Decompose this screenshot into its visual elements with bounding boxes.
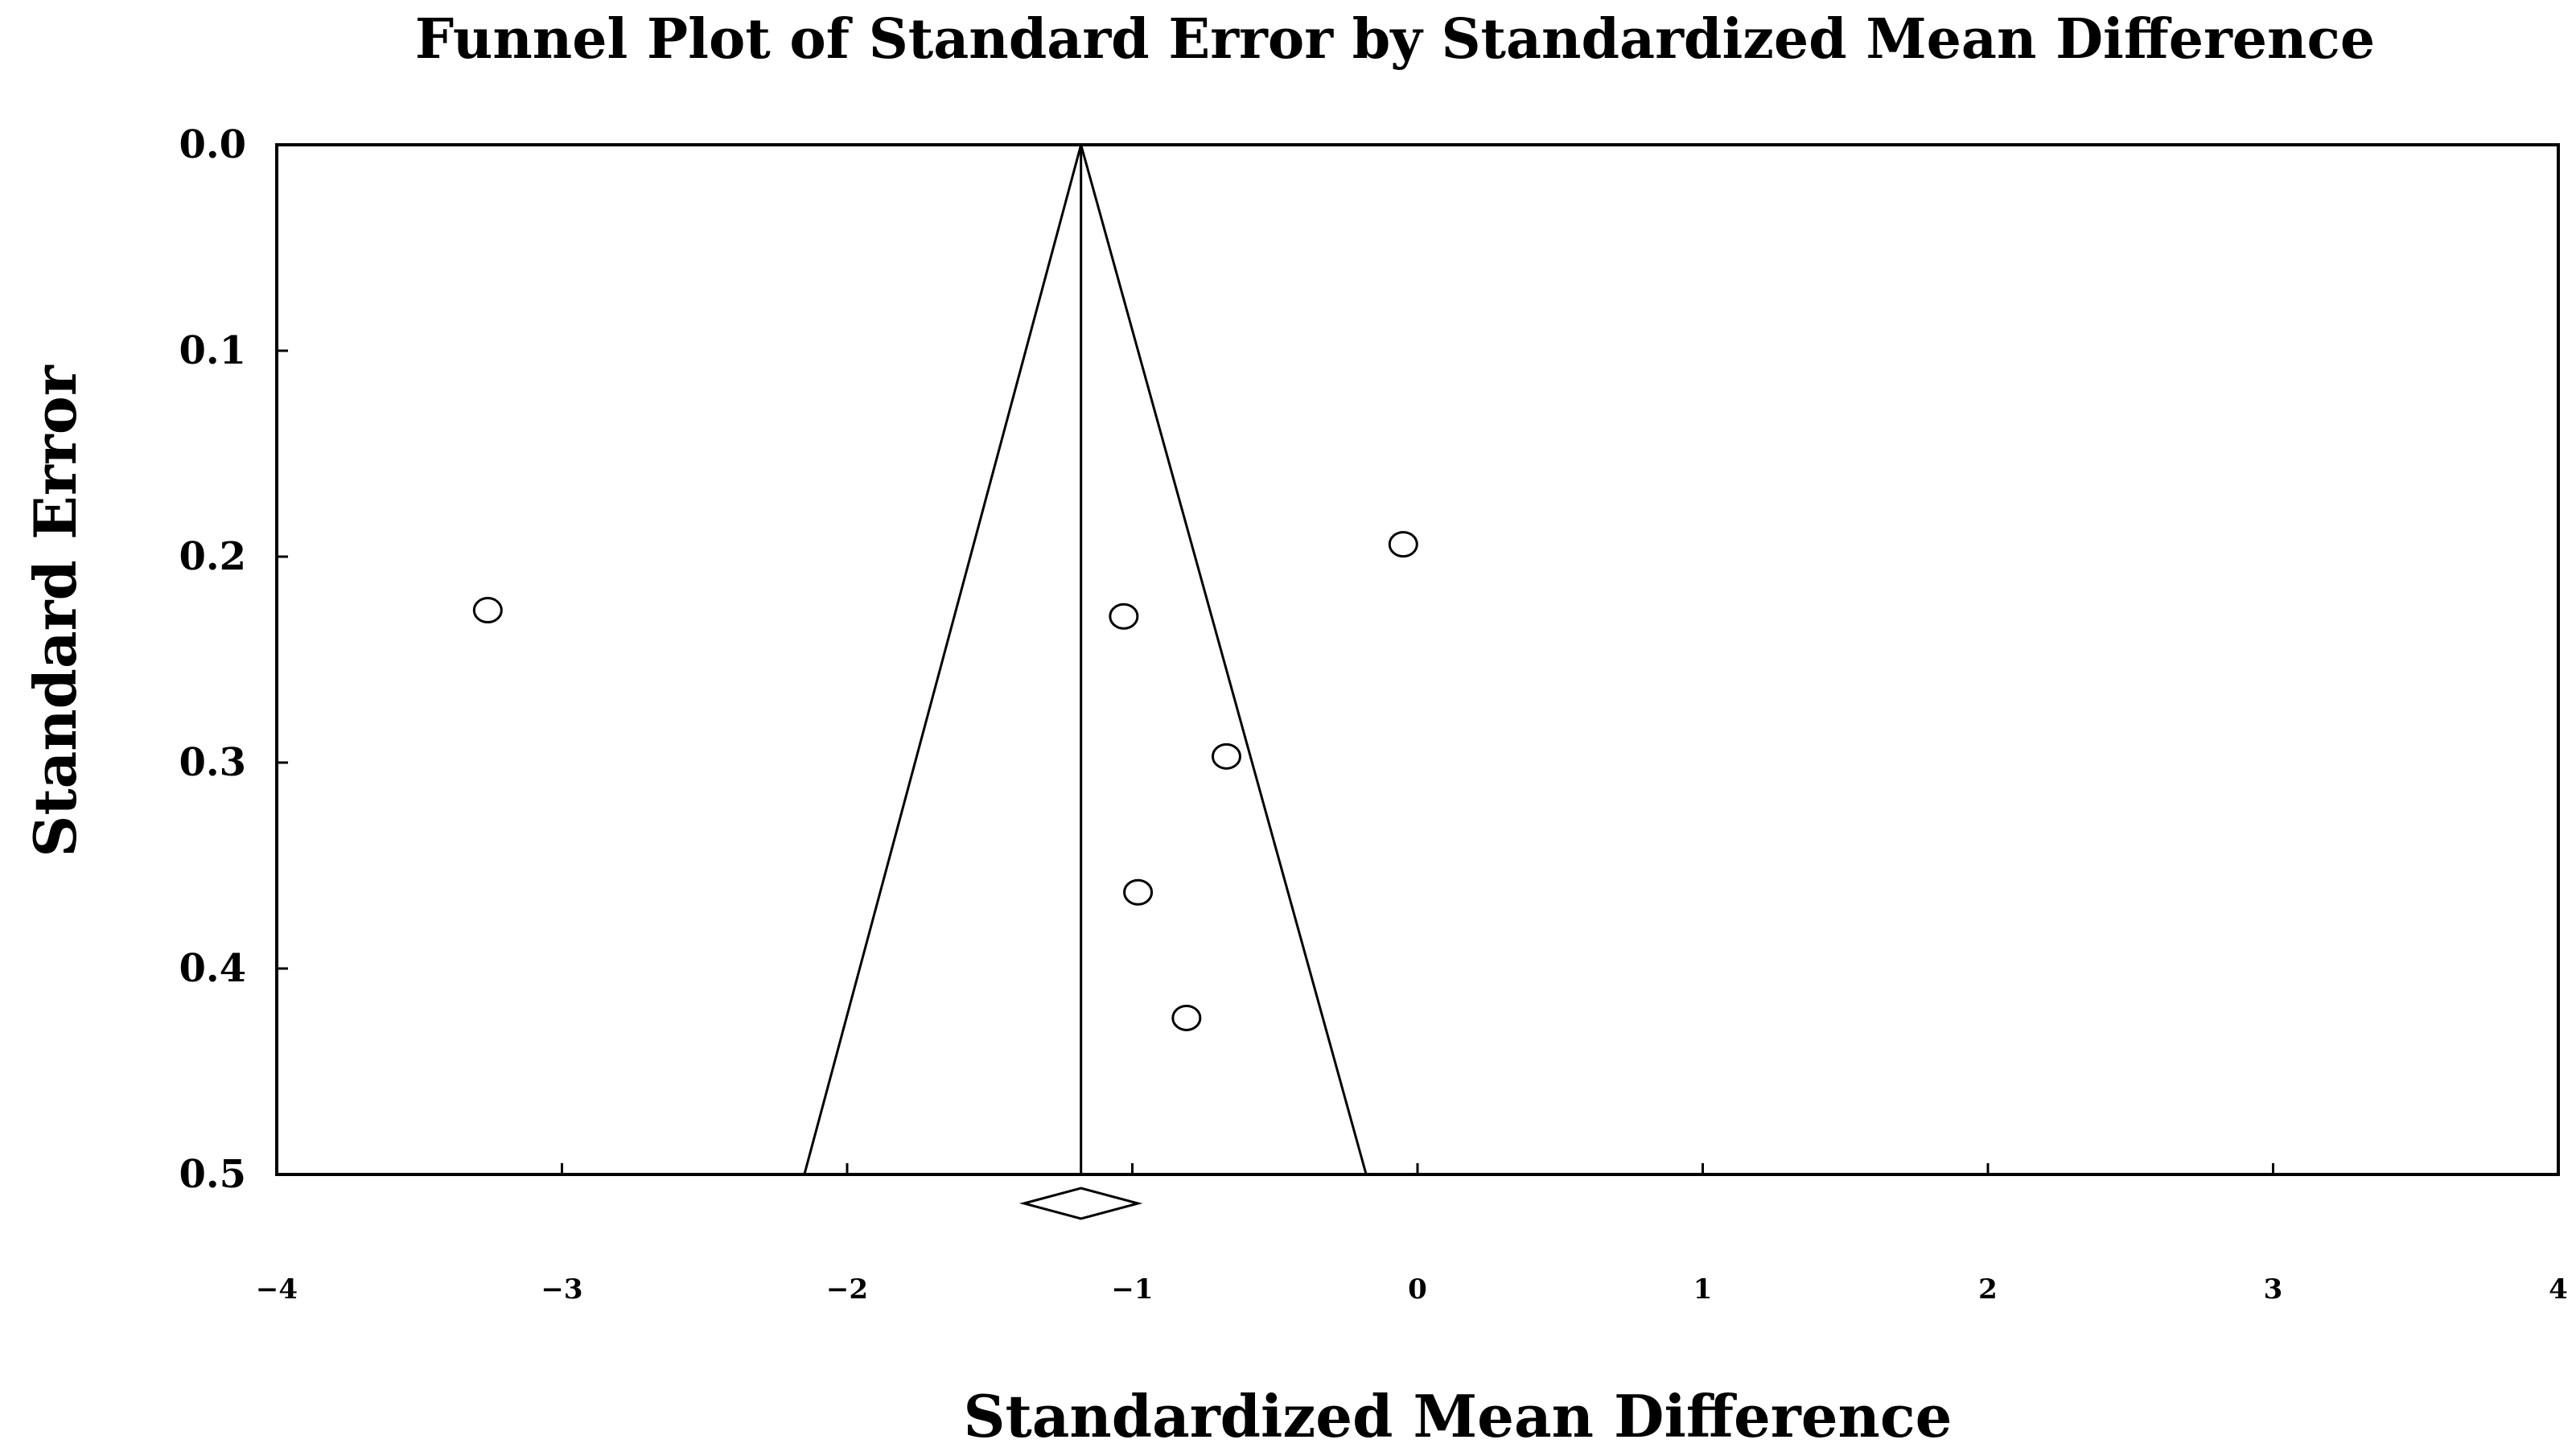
- summary-diamond-layer: [1018, 1187, 1143, 1220]
- x-axis-title: Standardized Mean Difference: [964, 1382, 1953, 1450]
- x-tick-label: 1: [1693, 1273, 1713, 1306]
- study-point: [1388, 531, 1418, 558]
- y-tick-label: 0.4: [179, 946, 246, 991]
- study-point: [1123, 878, 1154, 906]
- study-point: [1171, 1004, 1202, 1031]
- funnel-right-boundary: [1080, 144, 1368, 1175]
- y-tick-label: 0.1: [179, 328, 246, 373]
- x-tick-label: −4: [256, 1273, 298, 1306]
- summary-diamond: [1018, 1187, 1143, 1220]
- study-point: [472, 597, 503, 624]
- funnel-left-boundary: [803, 144, 1083, 1175]
- y-tick-label: 0.2: [179, 534, 246, 579]
- y-tick-label: 0.0: [179, 122, 246, 167]
- x-tick-label: 4: [2549, 1273, 2568, 1306]
- x-tick-label: −3: [541, 1273, 582, 1306]
- y-tick-label: 0.5: [179, 1152, 246, 1197]
- study-point: [1211, 742, 1241, 770]
- y-axis: 0.0 0.1 0.2 0.3 0.4 0.5: [179, 122, 288, 1197]
- chart-title: Funnel Plot of Standard Error by Standar…: [415, 7, 2375, 72]
- x-tick-label: −2: [826, 1273, 868, 1306]
- x-tick-label: 2: [1978, 1273, 1998, 1306]
- x-tick-label: −1: [1111, 1273, 1153, 1306]
- x-axis: −4 −3 −2 −1 0 1 2 3 4: [256, 1163, 2568, 1306]
- study-points: [472, 531, 1418, 1031]
- y-tick-label: 0.3: [179, 740, 246, 785]
- x-tick-label: 3: [2264, 1273, 2283, 1306]
- y-axis-title: Standard Error: [21, 364, 89, 857]
- x-tick-label: 0: [1408, 1273, 1427, 1306]
- study-point: [1109, 603, 1139, 630]
- plot-frame: [275, 143, 2560, 1176]
- funnel-layer: [803, 144, 1368, 1175]
